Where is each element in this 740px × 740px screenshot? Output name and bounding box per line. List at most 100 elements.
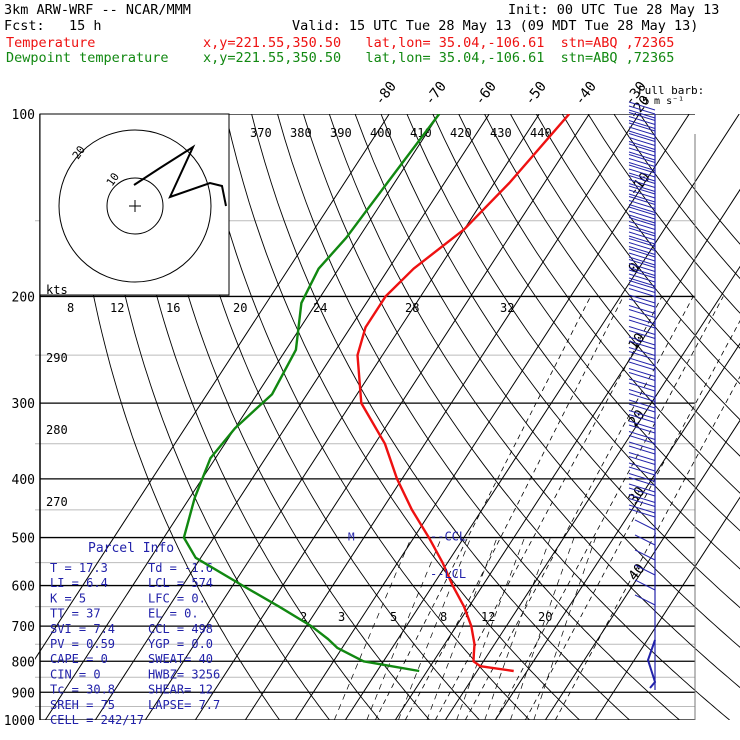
- wind-barb-flag: [628, 504, 656, 514]
- wind-barb-flag: [628, 441, 656, 451]
- wind-barb-flag: [628, 269, 656, 279]
- dry-adiabat: [277, 114, 680, 720]
- pressure-tick-label: 100: [12, 108, 35, 123]
- mixing-ratio-line: [484, 537, 551, 720]
- wind-barb-flag: [628, 126, 656, 136]
- parcel-info-value: LFC = 0.: [148, 591, 206, 605]
- wind-barb-flag: [628, 143, 656, 153]
- dry-adiabat: [199, 114, 530, 720]
- wind-barb-flag: [628, 141, 656, 150]
- wind-barb-flag: [634, 519, 656, 531]
- moist-adiabat: [404, 296, 624, 720]
- skewt-grid: [35, 114, 740, 720]
- forecast-hour: Fcst: 15 h: [4, 18, 102, 34]
- wind-barb-flag: [628, 164, 656, 174]
- isotherm-tick-label: -60: [472, 79, 500, 109]
- dry-adiabat: [354, 114, 740, 648]
- level-marker-label: --LCL: [430, 567, 466, 581]
- moist-adiabat: [374, 296, 591, 720]
- wind-barb-flag: [628, 498, 656, 507]
- mixing-ratio-label-low: 12: [481, 610, 495, 624]
- mixing-ratio-label: 24: [313, 301, 327, 315]
- wind-barb-flag: [628, 273, 656, 283]
- wind-barb-flag: [628, 414, 656, 423]
- pressure-tick-label: 400: [12, 473, 35, 488]
- parcel-info-value: CELL = 242/17: [50, 713, 144, 727]
- hodograph-ring: [106, 177, 164, 235]
- parcel-info-value: CCL = 498: [148, 622, 213, 636]
- isotherm-tick-label: -70: [422, 79, 450, 109]
- model-title: 3km ARW-WRF -- NCAR/MMM: [4, 2, 191, 18]
- dry-adiabat: [484, 114, 740, 457]
- parcel-info-value: Tc = 30.8: [50, 683, 115, 697]
- dry-adiabat: [510, 114, 740, 421]
- wind-barbs: [628, 101, 657, 690]
- wind-barb-flag: [628, 431, 656, 440]
- wind-barb-flag: [628, 204, 656, 213]
- wind-barb-flag: [628, 462, 656, 472]
- moist-adiabat: [464, 296, 694, 720]
- wind-barb-flag: [628, 372, 656, 381]
- wind-barb-flag: [628, 242, 656, 251]
- wind-barb-flag: [628, 158, 656, 167]
- wind-barb-flag: [628, 288, 656, 297]
- wind-barb-flag: [628, 256, 656, 266]
- hodograph-trace: [133, 144, 227, 207]
- wind-barb-flag: [628, 238, 656, 247]
- wind-barb-flag: [628, 508, 656, 518]
- wind-barb-flag: [628, 351, 656, 360]
- wind-barb-flag: [628, 477, 656, 486]
- mixing-ratio-label: 32: [500, 301, 514, 315]
- isotherm: [35, 114, 390, 660]
- mixing-ratio-line: [426, 537, 498, 720]
- wind-barb-flag: [628, 326, 656, 335]
- dry-adiabat: [432, 114, 740, 532]
- dry-adiabat: [173, 114, 480, 720]
- parcel-info-value: T = 17.3: [50, 561, 108, 575]
- wind-barb-flag: [628, 196, 656, 205]
- wind-barb-flag: [628, 403, 656, 413]
- wind-barb-flag: [634, 549, 656, 561]
- isotherm: [244, 114, 640, 720]
- wind-barb-flag: [628, 210, 656, 220]
- mixing-ratio-label-low: 5: [390, 610, 397, 624]
- wind-barb-flag: [628, 445, 656, 455]
- wind-barb-flag: [628, 130, 656, 140]
- wind-barb-flag: [628, 361, 656, 371]
- isotherm: [194, 114, 590, 720]
- pressure-tick-label: 600: [12, 580, 35, 595]
- wind-barb-flag: [628, 368, 656, 377]
- isotherm: [144, 114, 540, 720]
- wind-barb-flag: [628, 357, 656, 367]
- mixing-ratio-line: [456, 537, 525, 720]
- barb-legend-title: Full barb:: [638, 84, 704, 97]
- wind-barb-flag: [628, 116, 656, 125]
- wind-barb-flag: [628, 147, 656, 157]
- mixing-ratio-label-low: 20: [538, 610, 552, 624]
- wind-barb-flag: [628, 183, 656, 192]
- wind-barb-flag: [628, 309, 656, 318]
- dry-adiabat: [587, 114, 740, 314]
- theta-label: 370: [250, 126, 272, 140]
- mixing-ratio-label-low: 2: [300, 610, 307, 624]
- parcel-info-value: SVI = 7.4: [50, 622, 115, 636]
- parcel-info-value: CIN = 0: [50, 667, 101, 681]
- wind-barb-flag: [628, 277, 656, 287]
- dry-adiabat: [225, 114, 580, 720]
- isotherm-tick-label: -50: [522, 79, 550, 109]
- parcel-info-value: PV = 0.59: [50, 637, 115, 651]
- parcel-info-title: Parcel Info: [88, 541, 174, 556]
- dry-adiabat: [95, 114, 330, 720]
- pressure-tick-label: 200: [12, 290, 35, 305]
- wind-barb-flag: [628, 473, 656, 482]
- wind-barb-flag: [628, 105, 656, 115]
- dewpoint-location: x,y=221.55,350.50 lat,lon= 35.04,-106.61…: [203, 50, 675, 66]
- temperature-profile: [356, 114, 571, 673]
- wind-barb-flag: [628, 162, 656, 171]
- isotherm-tick-label: -40: [572, 79, 600, 109]
- theta-label: 420: [450, 126, 472, 140]
- parcel-info-value: Td = -1.6: [148, 561, 213, 575]
- wind-barb-flag: [628, 263, 656, 272]
